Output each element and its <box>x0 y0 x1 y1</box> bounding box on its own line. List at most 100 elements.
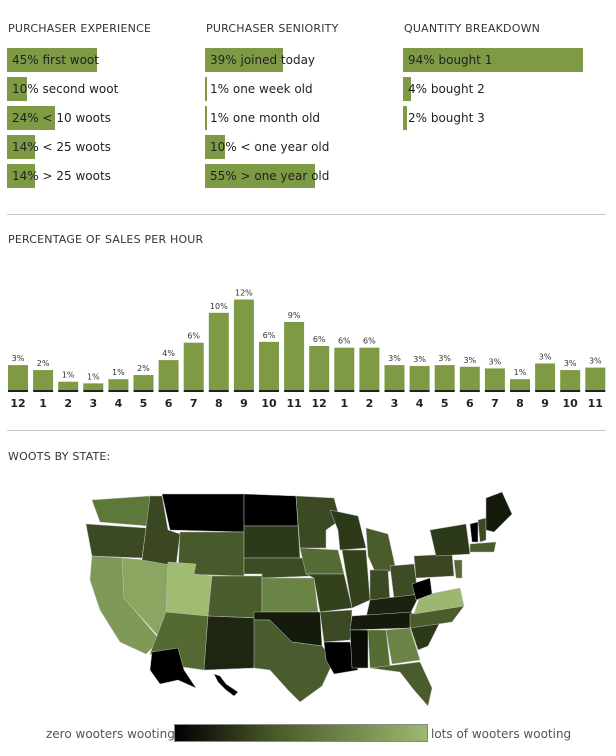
stat-row: 14% < 25 woots <box>7 135 207 159</box>
hour-bar <box>183 342 204 390</box>
state-ia <box>299 547 345 575</box>
stat-label: 24% < 10 woots <box>12 111 111 125</box>
bar-value-label: 1% <box>87 372 100 381</box>
experience-list: 45% first woot 10% second woot 24% < 10 wo… <box>7 48 207 193</box>
hour-tick-label: 1 <box>340 397 348 410</box>
stat-row: 4% bought 2 <box>403 77 603 101</box>
hour-bar <box>108 379 129 390</box>
hour-tick-label: 6 <box>165 397 173 410</box>
state-hi <box>213 673 239 697</box>
hour-bar-base <box>434 390 455 392</box>
hour-bar-base <box>259 390 279 392</box>
bar-value-label: 6% <box>263 331 276 340</box>
hour-bar-base <box>510 390 530 392</box>
hour-bar-base <box>208 390 229 392</box>
state-me <box>485 491 513 533</box>
quantity-list: 94% bought 1 4% bought 2 2% bought 3 <box>403 48 603 135</box>
stat-bar <box>205 48 283 72</box>
hour-bar-base <box>33 390 54 392</box>
state-nj <box>453 559 463 579</box>
state-mo <box>305 573 353 613</box>
hour-bar-base <box>535 390 556 392</box>
bar-value-label: 6% <box>363 337 376 346</box>
stat-row: 45% first woot <box>7 48 207 72</box>
hour-bar-base <box>108 390 129 392</box>
bar-value-label: 6% <box>187 332 200 341</box>
stat-bar <box>7 106 55 130</box>
hour-bar-base <box>359 390 380 392</box>
hour-bar <box>284 321 305 390</box>
hour-bar <box>510 379 530 390</box>
bar-value-label: 3% <box>489 357 502 366</box>
state-wa <box>91 495 151 527</box>
state-ma <box>469 541 497 553</box>
stat-label: 10% second woot <box>12 82 119 96</box>
stat-bar <box>205 77 207 101</box>
stat-row: 14% > 25 woots <box>7 164 207 188</box>
state-ms <box>349 629 369 669</box>
hour-tick-label: 7 <box>491 397 499 410</box>
bar-value-label: 3% <box>564 359 577 368</box>
state-sd <box>243 525 301 559</box>
stat-row: 10% < one year old <box>205 135 405 159</box>
hour-bar <box>133 375 154 390</box>
state-wv <box>411 577 433 601</box>
hour-bar <box>434 365 455 390</box>
hour-bar-base <box>8 390 28 392</box>
state-oh <box>389 563 419 599</box>
stat-label: 94% bought 1 <box>408 53 493 67</box>
stat-bar <box>205 135 225 159</box>
state-ne <box>243 557 313 579</box>
map-title: WOOTS BY STATE: <box>8 450 111 463</box>
stat-label: 4% bought 2 <box>408 82 485 96</box>
hour-tick-label: 3 <box>89 397 97 410</box>
divider <box>7 430 606 431</box>
stat-label: 45% first woot <box>12 53 99 67</box>
state-ga <box>385 627 421 665</box>
state-in <box>369 569 391 603</box>
stat-bar <box>403 106 407 130</box>
hour-tick-label: 3 <box>391 397 399 410</box>
stat-bar <box>7 48 97 72</box>
hour-tick-label: 7 <box>190 397 198 410</box>
hour-bar-base <box>133 390 154 392</box>
hour-bar <box>535 363 556 390</box>
hour-bar <box>208 312 229 390</box>
state-va <box>413 587 465 615</box>
hour-tick-label: 8 <box>215 397 223 410</box>
hour-tick-label: 9 <box>541 397 549 410</box>
legend-low-label: zero wooters wooting <box>46 727 175 741</box>
state-ar <box>319 609 353 643</box>
hour-bar <box>259 341 279 390</box>
stat-bar <box>403 48 584 72</box>
state-mt <box>161 493 245 533</box>
hour-tick-label: 5 <box>140 397 148 410</box>
state-pa <box>413 553 455 579</box>
bar-value-label: 4% <box>162 349 175 358</box>
hour-bar <box>83 383 104 390</box>
stat-label: 14% > 25 woots <box>12 169 111 183</box>
hour-bar-base <box>233 390 254 392</box>
hour-bar-base <box>183 390 204 392</box>
hour-tick-label: 4 <box>416 397 424 410</box>
stat-bar <box>7 77 27 101</box>
hour-bar-base <box>409 390 430 392</box>
hour-tick-label: 4 <box>115 397 123 410</box>
state-or <box>85 523 147 559</box>
stat-bar <box>7 164 35 188</box>
hour-tick-label: 2 <box>366 397 374 410</box>
stat-label: 1% one month old <box>210 111 321 125</box>
state-mn <box>295 495 341 549</box>
hour-bar-base <box>384 390 405 392</box>
state-vt <box>469 521 479 543</box>
hour-bar-base <box>585 390 606 392</box>
hour-bar <box>158 360 179 390</box>
hour-bar-base <box>309 390 330 392</box>
quantity-title: QUANTITY BREAKDOWN <box>404 22 541 35</box>
state-ny <box>429 523 471 557</box>
bar-value-label: 10% <box>210 302 228 311</box>
stat-bar <box>7 135 35 159</box>
state-fl <box>369 661 433 707</box>
hour-tick-label: 12 <box>312 397 327 410</box>
hour-bar-base <box>459 390 480 392</box>
